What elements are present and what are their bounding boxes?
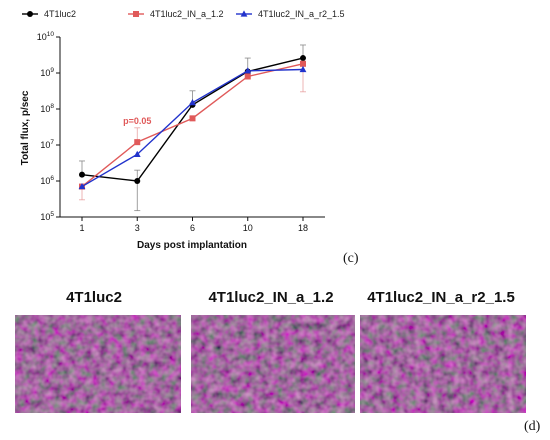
- data-point: [189, 99, 196, 106]
- x-ticks: 1 3 6 10 18: [79, 217, 308, 233]
- x-tick-label: 3: [135, 223, 140, 233]
- data-point: [244, 67, 252, 74]
- legend-item-1: 4T1luc2: [22, 9, 76, 19]
- chart-legend: 4T1luc2 4T1luc2_IN_a_1.2 4T1luc2_IN_a_r2_1…: [22, 9, 345, 19]
- data-point: [27, 11, 33, 17]
- y-tick-label: 1010: [37, 31, 55, 42]
- histology-image-2: [191, 315, 355, 413]
- legend-label: 4T1luc2_IN_a_r2_1.5: [258, 9, 345, 19]
- y-tick-label: 108: [40, 103, 54, 114]
- x-axis-label: Days post implantation: [137, 240, 247, 251]
- y-axis-label: Total flux, p/sec: [20, 90, 31, 165]
- series-3: [78, 65, 307, 190]
- y-tick-label: 106: [40, 175, 54, 186]
- histology-image-3: [360, 315, 526, 413]
- legend-label: 4T1luc2: [44, 9, 76, 19]
- legend-item-3: 4T1luc2_IN_a_r2_1.5: [236, 9, 345, 19]
- y-tick-label: 107: [40, 139, 54, 150]
- chart-axes: [59, 37, 325, 218]
- histology-image-1: [15, 315, 181, 413]
- data-point: [300, 60, 306, 67]
- data-point: [78, 182, 86, 190]
- data-point: [79, 171, 85, 178]
- x-tick-label: 1: [79, 223, 84, 233]
- data-point: [133, 150, 141, 157]
- panel-d-label: (d): [524, 419, 541, 434]
- data-point: [300, 55, 306, 62]
- y-tick-label: 109: [40, 67, 54, 78]
- panel-c-label: (c): [343, 251, 359, 266]
- data-point: [240, 10, 248, 17]
- histology-title-1: 4T1luc2: [66, 289, 122, 306]
- data-point: [134, 178, 141, 184]
- series-line: [81, 68, 304, 188]
- data-point: [299, 65, 307, 73]
- data-point: [189, 115, 196, 122]
- histology-title-3: 4T1luc2_IN_a_r2_1.5: [367, 289, 515, 306]
- legend-item-2: 4T1luc2_IN_a_1.2: [128, 9, 224, 19]
- data-point: [133, 11, 139, 17]
- series-2: [79, 60, 306, 201]
- x-tick-label: 6: [190, 223, 195, 233]
- x-tick-label: 10: [243, 223, 253, 233]
- p-value-annotation: p=0.05: [123, 116, 151, 126]
- histology-title-2: 4T1luc2_IN_a_1.2: [208, 289, 333, 306]
- x-tick-label: 18: [298, 223, 308, 233]
- chart-series: [78, 44, 307, 212]
- data-point: [244, 73, 251, 80]
- y-ticks: 105 106 107 108 109 1010: [37, 31, 60, 222]
- y-tick-label: 105: [40, 211, 54, 222]
- series-line: [81, 63, 304, 188]
- data-point: [134, 139, 141, 146]
- legend-label: 4T1luc2_IN_a_1.2: [150, 9, 224, 19]
